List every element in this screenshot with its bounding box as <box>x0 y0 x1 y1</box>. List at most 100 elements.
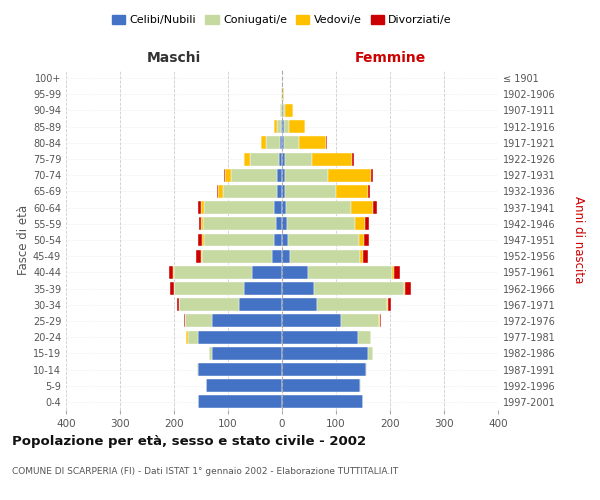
Bar <box>198 330 282 344</box>
Bar <box>282 330 358 344</box>
Bar <box>289 234 359 246</box>
Bar <box>197 363 198 376</box>
Bar <box>185 314 212 328</box>
Bar <box>282 136 284 149</box>
Bar <box>170 282 174 295</box>
Text: Maschi: Maschi <box>147 51 201 65</box>
Y-axis label: Fasce di età: Fasce di età <box>17 205 30 275</box>
Bar <box>201 218 203 230</box>
Bar <box>282 234 289 246</box>
Bar <box>392 266 394 279</box>
Bar <box>202 250 272 262</box>
Bar <box>285 169 328 181</box>
Bar <box>282 201 286 214</box>
Bar <box>314 282 404 295</box>
Bar <box>282 88 283 101</box>
Bar <box>351 201 373 214</box>
Text: COMUNE DI SCARPERIA (FI) - Dati ISTAT 1° gennaio 2002 - Elaborazione TUTTITALIA.: COMUNE DI SCARPERIA (FI) - Dati ISTAT 1°… <box>12 468 398 476</box>
Bar <box>379 314 380 328</box>
Bar <box>289 120 305 133</box>
Bar <box>231 169 277 181</box>
Bar <box>277 120 281 133</box>
Bar <box>218 185 223 198</box>
Bar <box>282 185 285 198</box>
Bar <box>281 120 282 133</box>
Bar <box>282 314 341 328</box>
Bar <box>282 218 287 230</box>
Bar <box>282 266 308 279</box>
Bar <box>285 104 293 117</box>
Bar <box>282 298 317 311</box>
Bar <box>203 218 275 230</box>
Bar <box>275 218 282 230</box>
Bar <box>184 314 185 328</box>
Bar <box>272 250 282 262</box>
Bar <box>226 169 230 181</box>
Bar <box>364 234 370 246</box>
Bar <box>404 282 405 295</box>
Bar <box>282 396 363 408</box>
Bar <box>308 266 392 279</box>
Bar <box>282 363 366 376</box>
Bar <box>380 314 382 328</box>
Bar <box>282 347 368 360</box>
Legend: Celibi/Nubili, Coniugati/e, Vedovi/e, Divorziati/e: Celibi/Nubili, Coniugati/e, Vedovi/e, Di… <box>107 10 457 30</box>
Bar <box>173 266 174 279</box>
Bar <box>368 185 370 198</box>
Bar <box>244 152 250 166</box>
Bar <box>290 250 360 262</box>
Bar <box>169 266 173 279</box>
Bar <box>394 266 400 279</box>
Bar <box>250 152 280 166</box>
Y-axis label: Anni di nascita: Anni di nascita <box>572 196 586 284</box>
Bar <box>355 218 365 230</box>
Bar <box>174 266 253 279</box>
Bar <box>284 136 299 149</box>
Bar <box>341 314 379 328</box>
Bar <box>217 185 218 198</box>
Bar <box>198 396 282 408</box>
Bar <box>280 136 282 149</box>
Bar <box>280 104 282 117</box>
Bar <box>176 298 179 311</box>
Bar <box>224 169 226 181</box>
Bar <box>253 266 282 279</box>
Bar <box>201 201 204 214</box>
Bar <box>365 218 369 230</box>
Bar <box>199 218 201 230</box>
Bar <box>206 379 282 392</box>
Bar <box>299 136 326 149</box>
Bar <box>274 201 282 214</box>
Bar <box>204 234 274 246</box>
Bar <box>261 136 266 149</box>
Bar <box>328 169 371 181</box>
Bar <box>244 282 282 295</box>
Bar <box>201 250 202 262</box>
Bar <box>405 282 410 295</box>
Bar <box>198 234 202 246</box>
Bar <box>326 136 328 149</box>
Bar <box>209 347 212 360</box>
Bar <box>287 218 355 230</box>
Bar <box>317 298 388 311</box>
Bar <box>336 185 368 198</box>
Bar <box>282 120 284 133</box>
Bar <box>283 88 284 101</box>
Bar <box>282 152 285 166</box>
Bar <box>239 298 282 311</box>
Bar <box>373 201 377 214</box>
Bar <box>388 298 391 311</box>
Bar <box>266 136 280 149</box>
Bar <box>285 185 336 198</box>
Bar <box>359 234 364 246</box>
Bar <box>174 282 244 295</box>
Text: Femmine: Femmine <box>355 51 425 65</box>
Bar <box>282 169 285 181</box>
Bar <box>352 152 354 166</box>
Bar <box>196 250 201 262</box>
Bar <box>212 314 282 328</box>
Bar <box>285 152 312 166</box>
Bar <box>223 185 277 198</box>
Bar <box>274 234 282 246</box>
Bar <box>366 363 367 376</box>
